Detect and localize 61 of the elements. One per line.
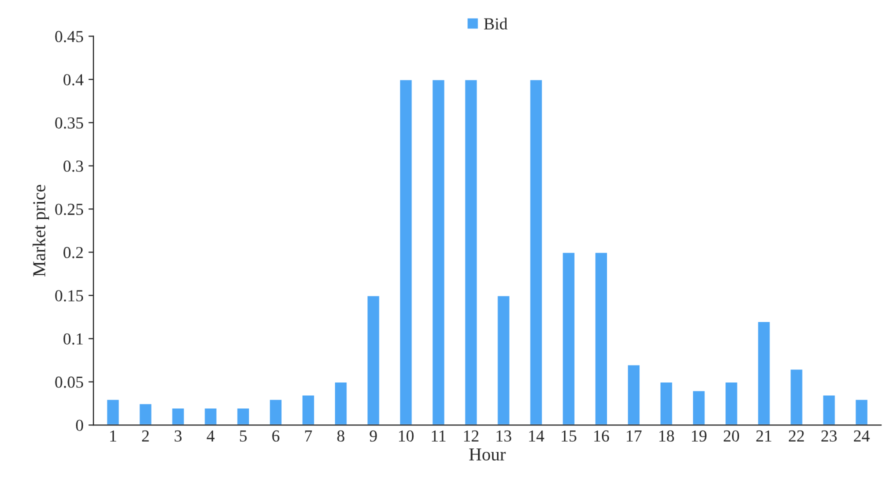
bar — [268, 398, 283, 426]
x-tick-label: 12 — [464, 430, 478, 442]
bar — [626, 364, 641, 426]
x-tick-label: 8 — [337, 430, 344, 442]
bar — [659, 381, 674, 426]
bar — [561, 252, 576, 426]
x-tick-label: 3 — [174, 430, 182, 442]
y-tick-label: 0 — [76, 420, 84, 431]
y-tick-label: 0.2 — [64, 246, 83, 258]
y-tick-label: 0.3 — [64, 160, 84, 172]
x-tick-label: 23 — [821, 430, 837, 442]
bar — [724, 381, 739, 426]
x-tick-label: 11 — [432, 430, 446, 442]
bar — [398, 78, 414, 426]
bar — [822, 394, 836, 426]
y-tick-label: 0.45 — [55, 30, 84, 42]
bar — [366, 294, 381, 426]
bar — [236, 407, 250, 426]
y-tick-label: 0.05 — [55, 376, 84, 388]
bar — [138, 402, 153, 426]
y-tick-label: 0.4 — [64, 74, 84, 86]
x-tick-label: 1 — [110, 430, 116, 442]
x-tick-label: 15 — [562, 430, 576, 442]
x-tick-label: 24 — [854, 430, 870, 442]
x-tick-label: 14 — [529, 430, 544, 442]
x-tick-label: 2 — [142, 430, 149, 442]
x-tick-label: 4 — [206, 430, 215, 442]
y-tick-label: 0.35 — [55, 117, 84, 129]
x-tick-label: 22 — [788, 430, 804, 442]
bar — [464, 78, 478, 426]
x-tick-label: 5 — [240, 430, 247, 442]
bar — [756, 320, 772, 426]
bar — [334, 381, 348, 426]
legend-label: Bid — [484, 18, 508, 30]
y-axis-title: Market price — [32, 184, 50, 276]
bar — [854, 398, 869, 426]
bar — [789, 368, 804, 426]
bar — [692, 390, 706, 426]
y-tick-label: 0.25 — [55, 204, 84, 216]
bar — [496, 294, 511, 426]
x-tick-label: 6 — [272, 430, 280, 442]
bar — [203, 407, 218, 426]
x-tick-label: 7 — [305, 430, 312, 442]
bar — [106, 398, 120, 426]
bar — [301, 394, 316, 426]
x-tick-label: 13 — [496, 430, 512, 442]
x-tick-label: 18 — [659, 430, 674, 442]
x-tick-label: 21 — [756, 430, 772, 442]
x-axis-title: Hour — [469, 448, 506, 460]
x-tick-label: 16 — [594, 430, 610, 442]
x-tick-label: 20 — [724, 430, 740, 442]
x-tick-label: 19 — [692, 430, 706, 442]
bar — [528, 78, 544, 426]
y-tick-label: 0.15 — [55, 290, 84, 302]
y-tick-label: 0.1 — [64, 333, 83, 345]
bar — [170, 407, 186, 426]
bar — [594, 252, 608, 426]
x-tick-label: 9 — [370, 430, 377, 442]
x-tick-label: 17 — [626, 430, 642, 442]
bar — [431, 78, 446, 426]
x-tick-label: 10 — [399, 430, 414, 442]
